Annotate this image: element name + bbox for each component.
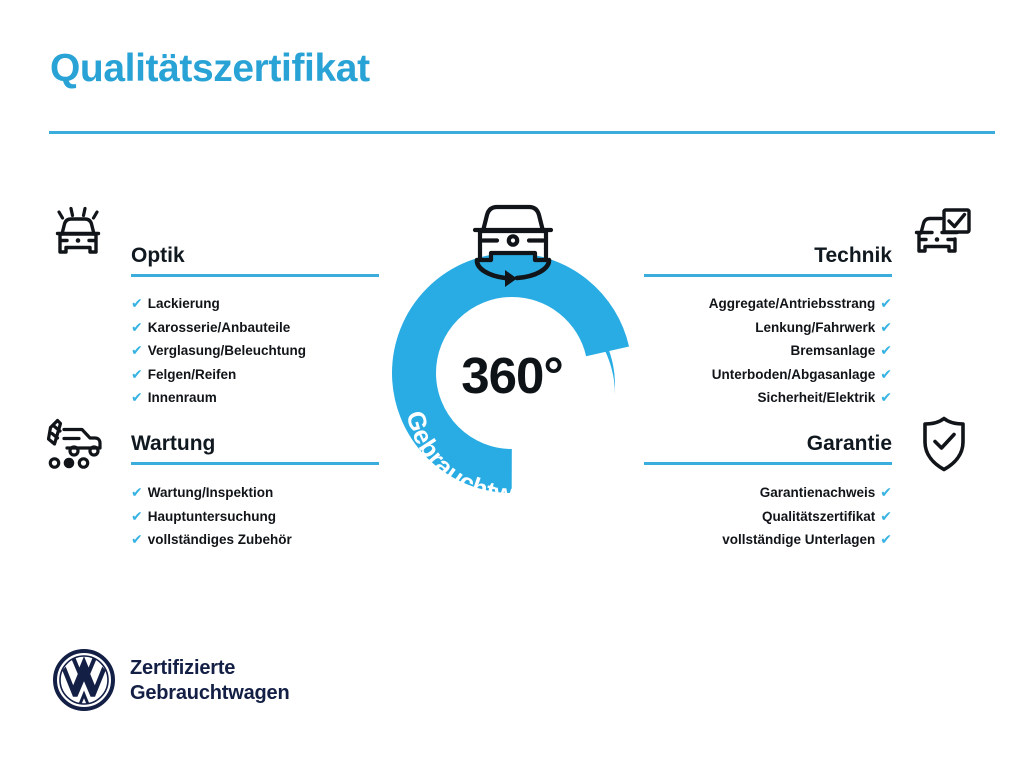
check-icon: ✔ [880, 295, 892, 311]
car-front-checkbox-icon [910, 206, 974, 266]
list-item-label: Sicherheit/Elektrik [757, 390, 876, 405]
list-item: ✔ Verglasung/Beleuchtung [131, 339, 379, 363]
list-item-label: Lenkung/Fahrwerk [755, 319, 876, 335]
section-garantie-list: Garantienachweis ✔ Qualitätszertifikat ✔ v… [644, 481, 892, 552]
footer-logo: Zertifizierte Gebrauchtwagen [52, 648, 382, 724]
list-item-label: Karosserie/Anbauteile [147, 319, 291, 335]
list-item: Garantienachweis ✔ [644, 481, 892, 505]
section-wartung: Wartung ✔ Wartung/Inspektion ✔ Hauptunters… [131, 428, 379, 552]
list-item-label: Innenraum [147, 390, 217, 405]
section-optik: Optik ✔ Lackierung ✔ Karosserie/Anbauteile… [131, 240, 379, 410]
check-icon: ✔ [131, 389, 143, 405]
list-item-label: Unterboden/Abgasanlage [711, 366, 876, 382]
section-technik-list: Aggregate/Antriebsstrang ✔ Lenkung/Fahrwe… [644, 292, 892, 410]
page-title: Qualitätszertifikat [50, 47, 370, 90]
check-icon: ✔ [880, 365, 892, 382]
list-item: Bremsanlage ✔ [644, 339, 892, 363]
check-icon: ✔ [131, 295, 143, 311]
list-item: ✔ Lackierung [131, 292, 379, 316]
check-icon: ✔ [880, 484, 892, 500]
list-item-label: Verglasung/Beleuchtung [147, 343, 307, 358]
check-icon: ✔ [131, 365, 143, 382]
car-service-wrench-icon [45, 415, 109, 475]
list-item: ✔ vollständiges Zubehör [131, 528, 379, 552]
section-wartung-header: Wartung [131, 428, 379, 468]
check-icon: ✔ [131, 484, 143, 500]
list-item: Lenkung/Fahrwerk ✔ [644, 316, 892, 340]
check-icon: ✔ [131, 318, 143, 335]
badge-center-value: 360° [461, 347, 564, 404]
list-item-label: vollständige Unterlagen [722, 532, 876, 547]
section-wartung-divider [131, 462, 379, 465]
list-item-label: Qualitätszertifikat [761, 508, 876, 524]
section-optik-header: Optik [131, 240, 379, 280]
list-item: vollständige Unterlagen ✔ [644, 528, 892, 552]
check-icon: ✔ [131, 507, 143, 524]
list-item: Qualitätszertifikat ✔ [644, 505, 892, 529]
section-optik-list: ✔ Lackierung ✔ Karosserie/Anbauteile ✔ Verg… [131, 292, 379, 410]
list-item-label: Lackierung [147, 296, 220, 311]
section-wartung-title: Wartung [131, 432, 216, 455]
check-icon: ✔ [131, 342, 143, 358]
list-item-label: vollständiges Zubehör [147, 532, 292, 547]
list-item: ✔ Wartung/Inspektion [131, 481, 379, 505]
section-technik-header: Technik [644, 240, 892, 280]
section-garantie-title: Garantie [806, 432, 892, 455]
section-optik-divider [131, 274, 379, 277]
list-item: ✔ Hauptuntersuchung [131, 505, 379, 529]
footer-logo-line1: Zertifizierte [130, 657, 236, 679]
list-item: ✔ Felgen/Reifen [131, 363, 379, 387]
check-icon: ✔ [880, 389, 892, 405]
list-item: Unterboden/Abgasanlage ✔ [644, 363, 892, 387]
list-item: Sicherheit/Elektrik ✔ [644, 386, 892, 410]
list-item-label: Garantienachweis [759, 485, 876, 500]
list-item-label: Wartung/Inspektion [147, 485, 274, 500]
footer-logo-text: Zertifizierte Gebrauchtwagen [130, 656, 290, 706]
section-technik-divider [644, 274, 892, 277]
check-icon: ✔ [131, 531, 143, 547]
section-wartung-list: ✔ Wartung/Inspektion ✔ Hauptuntersuchung ✔… [131, 481, 379, 552]
section-technik: Technik Aggregate/Antriebsstrang ✔ Lenkun… [644, 240, 892, 410]
car-rotation-360-icon [453, 198, 573, 303]
shield-check-icon [913, 414, 977, 474]
list-item-label: Felgen/Reifen [147, 366, 237, 382]
check-icon: ✔ [880, 342, 892, 358]
check-icon: ✔ [880, 318, 892, 335]
check-icon: ✔ [880, 507, 892, 524]
car-front-shine-icon [48, 206, 112, 266]
list-item-label: Aggregate/Antriebsstrang [708, 296, 876, 311]
list-item-label: Bremsanlage [790, 343, 876, 358]
volkswagen-logo-icon [53, 649, 115, 711]
section-garantie: Garantie Garantienachweis ✔ Qualitätszert… [644, 428, 892, 552]
section-optik-title: Optik [131, 244, 185, 267]
section-garantie-divider [644, 462, 892, 465]
list-item: Aggregate/Antriebsstrang ✔ [644, 292, 892, 316]
list-item: ✔ Innenraum [131, 386, 379, 410]
list-item-label: Hauptuntersuchung [147, 508, 276, 524]
section-technik-title: Technik [814, 244, 892, 267]
header-divider [49, 131, 995, 134]
footer-logo-line2: Gebrauchtwagen [130, 682, 290, 704]
check-icon: ✔ [880, 531, 892, 547]
list-item: ✔ Karosserie/Anbauteile [131, 316, 379, 340]
section-garantie-header: Garantie [644, 428, 892, 468]
